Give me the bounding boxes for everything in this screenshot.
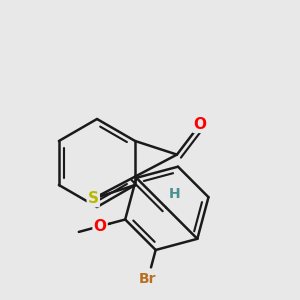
Text: S: S <box>88 191 99 206</box>
Text: H: H <box>168 187 180 201</box>
Text: O: O <box>194 117 206 132</box>
Text: O: O <box>94 219 106 234</box>
Text: Br: Br <box>139 272 157 286</box>
